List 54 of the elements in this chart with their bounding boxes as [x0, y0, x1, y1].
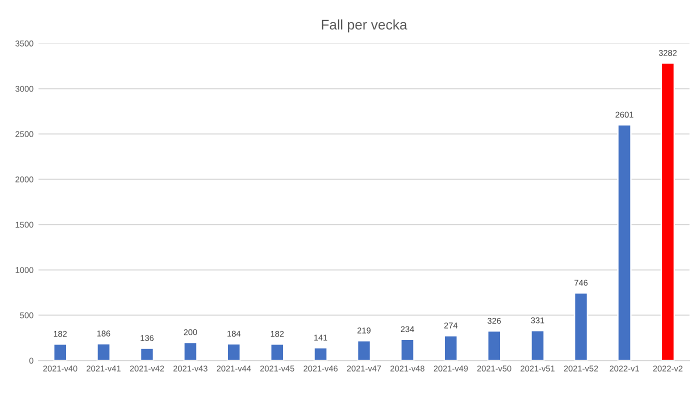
x-tick-label: 2021-v43: [173, 366, 208, 372]
y-tick-label: 0: [29, 358, 34, 364]
x-tick-label: 2021-v48: [390, 366, 424, 372]
bar: [574, 292, 588, 361]
x-tick-label: 2021-v52: [564, 366, 598, 372]
data-label: 136: [140, 335, 154, 341]
bar: [660, 62, 676, 361]
bar: [617, 124, 632, 361]
y-tick-label: 1000: [16, 267, 34, 273]
data-label: 3282: [658, 50, 677, 56]
data-label: 331: [530, 317, 544, 324]
y-tick-label: 3500: [15, 40, 34, 46]
data-label: 234: [400, 326, 414, 332]
bar: [226, 343, 242, 361]
data-label: 2601: [616, 112, 634, 118]
x-tick-label: 2021-v44: [216, 366, 251, 372]
y-tick-label: 2000: [16, 176, 34, 182]
bar: [183, 342, 198, 361]
data-label: 141: [314, 334, 328, 340]
data-label: 184: [227, 330, 241, 337]
x-tick-label: 2021-v51: [520, 366, 555, 372]
data-label: 746: [574, 280, 588, 286]
x-tick-label: 2021-v42: [130, 366, 164, 372]
data-label: 326: [488, 318, 501, 324]
x-tick-label: 2021-v49: [434, 366, 468, 372]
bar: [400, 338, 415, 361]
bar: [486, 330, 502, 361]
data-label: 200: [184, 329, 198, 336]
y-tick-label: 3000: [15, 86, 34, 92]
bar: [444, 334, 458, 361]
y-tick-label: 500: [20, 312, 34, 318]
x-tick-label: 2021-v47: [347, 366, 381, 372]
data-label: 182: [270, 330, 284, 337]
x-tick-label: 2021-v40: [43, 366, 78, 372]
data-label: 274: [444, 322, 458, 328]
data-label: 186: [97, 330, 110, 336]
bar: [530, 330, 545, 361]
bar: [356, 340, 372, 361]
data-label: 182: [54, 330, 67, 337]
bar: [96, 342, 111, 361]
x-tick-label: 2021-v41: [86, 366, 121, 372]
bar: [140, 347, 154, 361]
x-tick-label: 2022-v2: [653, 366, 682, 372]
y-tick-label: 1500: [16, 222, 34, 228]
x-tick-label: 2021-v45: [260, 366, 294, 372]
x-tick-label: 2021-v46: [304, 366, 338, 372]
chart-title: Fall per vecka: [322, 19, 408, 32]
bar: [52, 343, 68, 361]
bar: [313, 347, 328, 361]
bar: [270, 343, 284, 361]
x-tick-label: 2021-v50: [477, 366, 512, 372]
y-tick-label: 2500: [16, 131, 34, 138]
x-tick-label: 2022-v1: [610, 366, 640, 372]
data-label: 219: [357, 328, 371, 334]
